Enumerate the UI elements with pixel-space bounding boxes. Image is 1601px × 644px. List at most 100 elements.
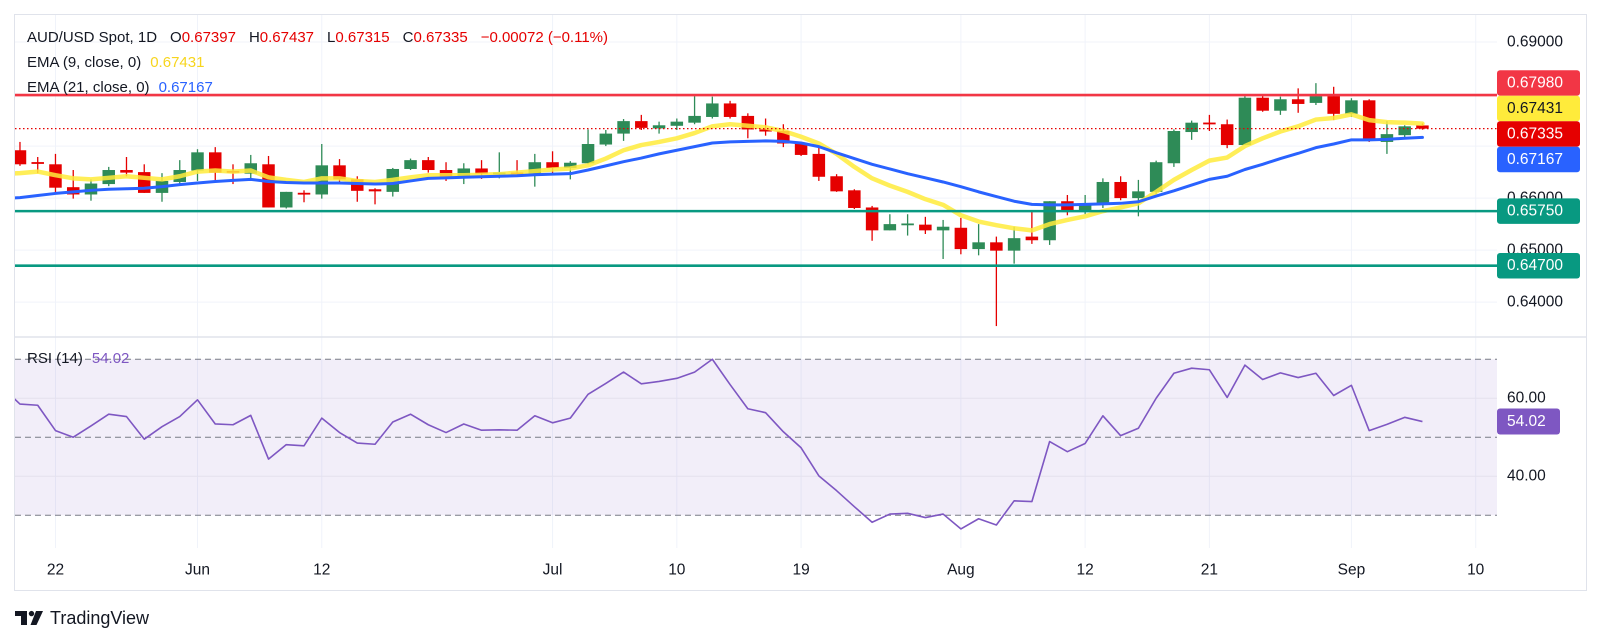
candle-body-up bbox=[901, 223, 914, 226]
time-axis-label: Jul bbox=[543, 562, 563, 579]
ema21-line[interactable] bbox=[2, 135, 1424, 207]
brand-name: TradingView bbox=[50, 607, 150, 628]
candle bbox=[1185, 120, 1198, 140]
candle bbox=[297, 190, 311, 203]
tradingview-brand[interactable]: TradingView bbox=[15, 605, 149, 631]
candle bbox=[368, 188, 382, 205]
candle bbox=[422, 157, 435, 173]
candle-body-down bbox=[848, 190, 861, 208]
candle bbox=[883, 214, 897, 231]
candle-body-up bbox=[280, 191, 293, 208]
ema9-price-label: 0.67431 bbox=[1497, 95, 1580, 122]
candle bbox=[706, 96, 719, 119]
candle bbox=[280, 191, 293, 209]
ema-lines bbox=[2, 112, 1425, 233]
candle-body-down bbox=[1114, 181, 1127, 199]
candle bbox=[830, 174, 843, 192]
candle-body-down bbox=[546, 162, 559, 168]
candle bbox=[1256, 96, 1269, 112]
price-scale-labels: 0.67980 0.67431 0.67335 0.67167 0.65750 0.647… bbox=[1497, 70, 1580, 279]
candle-body-down bbox=[1327, 96, 1340, 114]
candle bbox=[812, 145, 826, 181]
price-label-box bbox=[1497, 121, 1580, 147]
candle bbox=[1007, 226, 1021, 264]
ema21-legend[interactable]: EMA (21, close, 0) 0.67167 bbox=[27, 78, 213, 98]
time-axis-label: Sep bbox=[1338, 562, 1366, 579]
ohlc-close-value: 0.67335 bbox=[413, 29, 468, 46]
time-axis-label: 12 bbox=[1077, 562, 1094, 579]
candle-body-up bbox=[1274, 99, 1287, 111]
time-axis-label: Aug bbox=[947, 562, 975, 579]
candle bbox=[688, 96, 701, 125]
candle bbox=[617, 119, 630, 141]
candle-body-down bbox=[1025, 236, 1039, 241]
price-label-box bbox=[1497, 198, 1580, 224]
candle bbox=[1291, 88, 1305, 113]
level-price-label: 0.65750 bbox=[1497, 198, 1580, 224]
ohlc-low: L0.67315 bbox=[327, 28, 390, 48]
candle-body-down bbox=[830, 176, 843, 192]
candle-body-up bbox=[883, 224, 897, 231]
candle-body-down bbox=[15, 150, 27, 165]
time-axis[interactable]: 22 Jun 12 Jul 10 19 Aug 12 21 Sep 10 bbox=[47, 562, 1485, 579]
candle bbox=[936, 219, 950, 259]
ema9-line[interactable] bbox=[2, 112, 1425, 233]
rsi-legend[interactable]: RSI (14) 54.02 bbox=[27, 349, 129, 369]
candle bbox=[1398, 125, 1411, 139]
price-label-text: 0.67431 bbox=[1507, 100, 1563, 117]
ema9-legend[interactable]: EMA (9, close, 0) 0.67431 bbox=[27, 53, 204, 73]
rsi-label-text: 54.02 bbox=[1507, 413, 1546, 430]
candle bbox=[1025, 210, 1039, 244]
time-axis-label: 19 bbox=[792, 562, 809, 579]
candle-body-up bbox=[670, 121, 684, 126]
price-label-box bbox=[1497, 146, 1580, 173]
time-axis-label: 10 bbox=[668, 562, 686, 579]
candle-body-up bbox=[1043, 201, 1056, 241]
ohlc-open: O0.67397 bbox=[170, 28, 236, 48]
rsi-tick-label: 60.00 bbox=[1507, 390, 1546, 407]
price-tick-label: 0.64000 bbox=[1507, 294, 1563, 311]
main-series-legend[interactable]: AUD/USD Spot, 1D O0.67397 H0.67437 L0.67… bbox=[27, 28, 608, 48]
level-price-label: 0.64700 bbox=[1497, 252, 1580, 279]
candle bbox=[901, 214, 914, 236]
candle bbox=[191, 149, 204, 181]
ohlc-close-key: C bbox=[402, 29, 414, 46]
candle-body-up bbox=[1398, 126, 1411, 136]
candle-body-down bbox=[1256, 97, 1269, 111]
ema9-legend-value: 0.67431 bbox=[150, 54, 205, 71]
price-pane[interactable] bbox=[15, 15, 1497, 337]
candle-body-down bbox=[1291, 99, 1305, 104]
candle bbox=[1274, 96, 1287, 115]
candle-body-down bbox=[919, 224, 932, 231]
candle bbox=[723, 100, 737, 119]
last-price-label: 0.67335 bbox=[1497, 121, 1580, 147]
ohlc-close: C0.67335 bbox=[403, 28, 468, 48]
candle-body-down bbox=[333, 165, 346, 180]
price-label-box bbox=[1497, 70, 1580, 96]
candle-body-down bbox=[812, 153, 826, 177]
candle-body-up bbox=[1309, 96, 1323, 103]
ohlc-low-value: 0.67315 bbox=[335, 29, 390, 46]
candle-body-down bbox=[262, 164, 275, 208]
candle-body-up bbox=[706, 103, 719, 117]
price-label-box bbox=[1497, 95, 1580, 122]
rsi-scale[interactable]: 60.00 40.00 54.02 bbox=[1497, 390, 1560, 485]
rsi-legend-value: 54.02 bbox=[91, 350, 130, 367]
rsi-line[interactable] bbox=[2, 358, 1423, 530]
candle-body-down bbox=[723, 103, 737, 117]
candle-body-down bbox=[1416, 125, 1429, 129]
level-price-label: 0.67980 bbox=[1497, 70, 1580, 96]
candle-body-up bbox=[599, 133, 613, 145]
candle-body-up bbox=[617, 121, 630, 134]
candle-body-down bbox=[759, 129, 772, 132]
rsi-series bbox=[2, 358, 1423, 530]
candle-body-up bbox=[972, 242, 985, 250]
ema9-legend-label: EMA (9, close, 0) bbox=[27, 54, 142, 71]
candle bbox=[919, 216, 932, 235]
candle bbox=[990, 236, 1003, 327]
price-change: −0.00072 (−0.11%) bbox=[480, 29, 609, 46]
candle bbox=[1327, 86, 1340, 121]
candle bbox=[1114, 176, 1127, 201]
ema21-legend-label: EMA (21, close, 0) bbox=[27, 79, 150, 96]
candle-body-down bbox=[209, 152, 222, 173]
